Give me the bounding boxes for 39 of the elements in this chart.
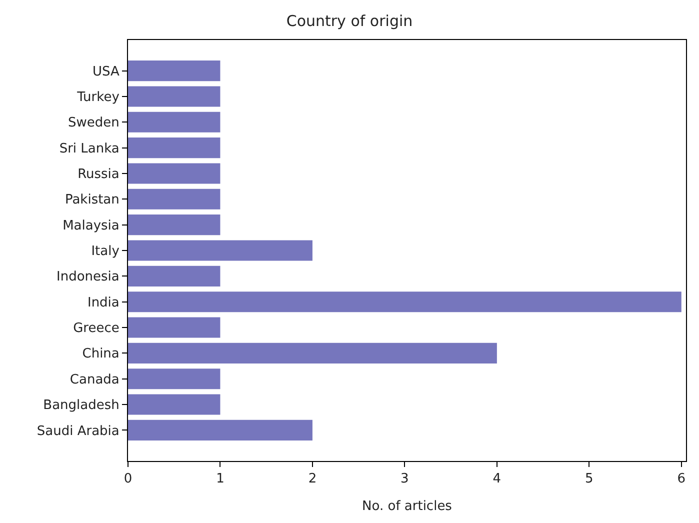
bar — [128, 342, 497, 364]
bar — [128, 266, 220, 286]
y-tick-label: Pakistan — [64, 192, 120, 208]
bar — [128, 112, 220, 132]
chart-title: Country of origin — [286, 12, 413, 30]
y-tick-label: Sweden — [68, 116, 120, 131]
bar — [128, 240, 312, 261]
x-tick-label: 5 — [585, 472, 594, 487]
bar — [128, 138, 220, 158]
y-tick-label: Malaysia — [62, 218, 120, 234]
bar — [128, 188, 220, 210]
x-tick-label: 6 — [677, 472, 686, 487]
bar — [128, 368, 220, 390]
x-tick-label: 1 — [216, 472, 224, 487]
y-tick-label: Russia — [78, 167, 120, 182]
x-tick-label: 3 — [400, 472, 409, 487]
y-tick-label: China — [82, 346, 120, 362]
bar — [128, 420, 312, 440]
bar — [128, 214, 220, 236]
bar — [128, 86, 220, 107]
x-tick-label: 0 — [124, 472, 132, 487]
bar — [128, 163, 220, 184]
bar — [128, 60, 220, 82]
y-tick-label: Bangladesh — [43, 398, 120, 414]
x-tick-label: 2 — [308, 472, 317, 487]
y-tick-label: USA — [92, 64, 120, 80]
y-tick-label: Sri Lanka — [59, 141, 120, 156]
y-tick-label: Greece — [73, 321, 120, 336]
x-axis-title: No. of articles — [362, 499, 452, 514]
y-tick-label: Indonesia — [56, 270, 120, 285]
x-tick-label: 4 — [492, 472, 502, 487]
bar — [128, 394, 220, 415]
y-tick-label: Saudi Arabia — [36, 424, 120, 439]
y-tick-label: India — [87, 295, 120, 310]
bar — [128, 317, 220, 338]
y-tick-label: Turkey — [76, 90, 120, 106]
y-tick-label: Italy — [91, 244, 120, 260]
bar — [128, 292, 682, 312]
y-tick-label: Canada — [70, 372, 120, 388]
